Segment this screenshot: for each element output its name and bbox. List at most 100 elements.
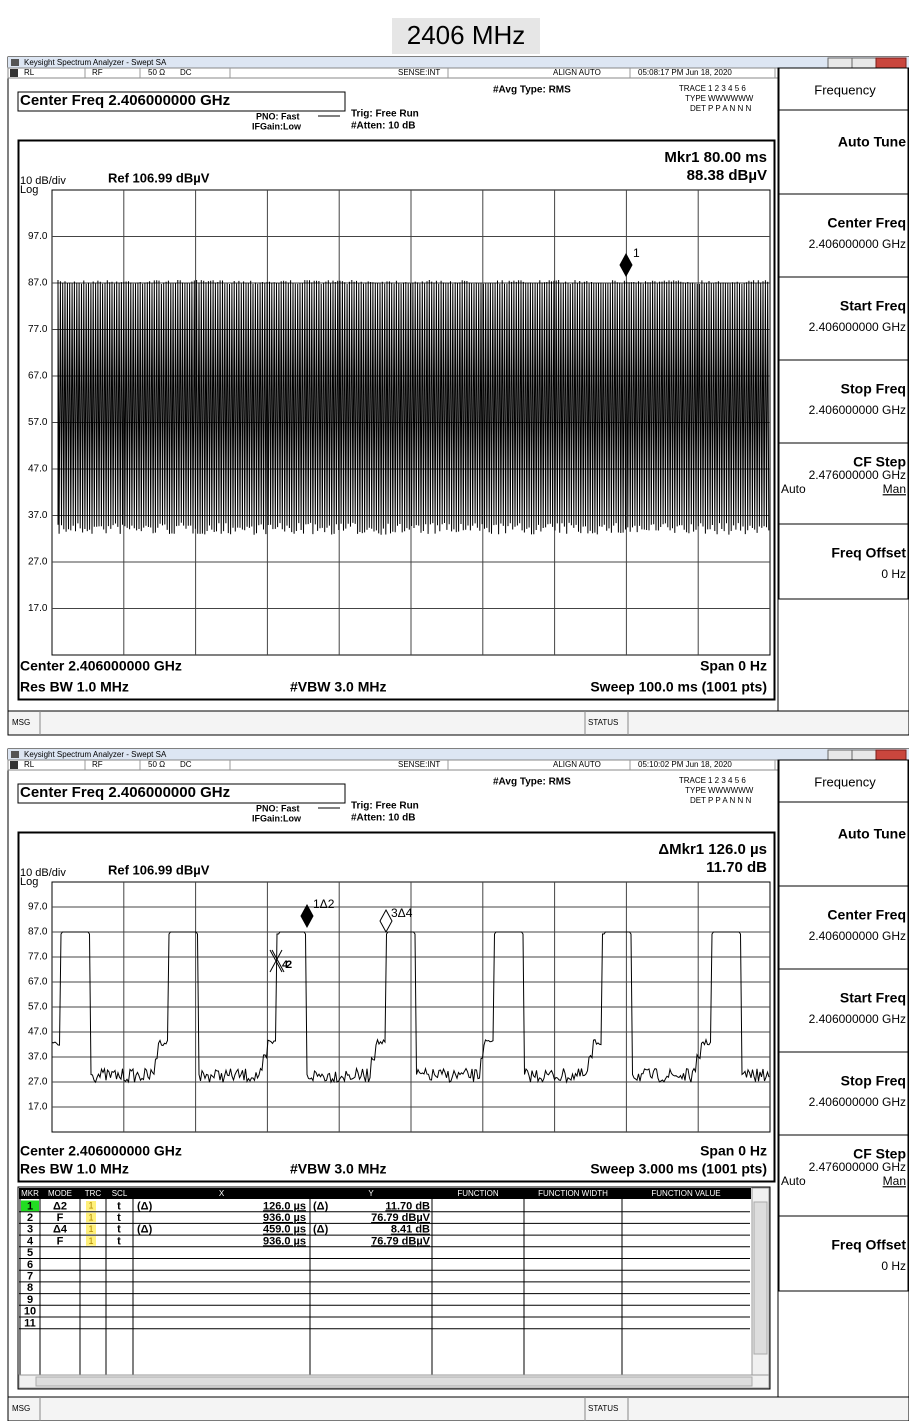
mkr-cell[interactable]: 2 — [27, 1212, 33, 1224]
atten: #Atten: 10 dB — [351, 121, 415, 132]
footer-span: Span 0 Hz — [700, 1143, 767, 1159]
title-bar — [8, 749, 909, 760]
mode-cell: F — [57, 1235, 64, 1247]
softkey[interactable] — [778, 968, 909, 1053]
restore-button[interactable] — [851, 57, 877, 69]
trace-color — [86, 1212, 96, 1223]
softkey-label[interactable]: Start Freq — [840, 990, 906, 1006]
ref-level: Ref 106.99 dBµV — [108, 170, 210, 185]
footer-vbw: #VBW 3.0 MHz — [290, 1161, 386, 1177]
trc-cell: 1 — [88, 1201, 93, 1211]
softkey-label[interactable]: Center Freq — [827, 215, 906, 231]
softkey-label[interactable]: CF Step — [853, 1146, 906, 1162]
marker-readout: Mkr1 80.00 ms — [664, 149, 767, 166]
trc-cell: 1 — [88, 1212, 93, 1222]
softkey-label[interactable]: CF Step — [853, 454, 906, 470]
footer-vbw: #VBW 3.0 MHz — [290, 679, 386, 695]
softkey[interactable] — [778, 442, 909, 525]
softkey[interactable] — [778, 885, 909, 970]
softkey-label[interactable]: Stop Freq — [841, 381, 906, 397]
softkey-value: 0 Hz — [881, 1259, 906, 1273]
table-header-cell: X — [219, 1189, 225, 1198]
softkey[interactable] — [778, 109, 909, 195]
msg-label: MSG — [12, 718, 30, 727]
status-item: RF — [92, 68, 103, 77]
softkey[interactable] — [778, 1215, 909, 1292]
mkr-cell[interactable]: 9 — [27, 1294, 33, 1306]
y-ref-cell: (Δ) — [313, 1200, 329, 1212]
softkey-label[interactable]: Auto Tune — [838, 826, 906, 842]
softkey[interactable] — [778, 801, 909, 887]
marker-diamond — [619, 252, 633, 278]
minimize-button[interactable] — [827, 749, 853, 761]
softkey[interactable] — [778, 759, 909, 803]
marker-label: 3Δ4 — [391, 906, 413, 920]
mkr-cell[interactable]: 1 — [27, 1200, 33, 1212]
mkr-cell[interactable]: 6 — [27, 1259, 33, 1271]
mkr-cell[interactable]: 8 — [27, 1282, 33, 1294]
marker-label: 1 — [633, 246, 640, 260]
softkey-label[interactable]: Frequency — [814, 774, 876, 789]
status-item: RL — [24, 68, 35, 77]
footer-res-bw: Res BW 1.0 MHz — [20, 1161, 129, 1177]
mkr-cell[interactable]: 10 — [24, 1306, 36, 1318]
minimize-button[interactable] — [827, 57, 853, 69]
status-item: 50 Ω — [148, 68, 165, 77]
ifgain: IFGain:Low — [252, 121, 302, 131]
status-item: RL — [24, 760, 35, 769]
trace-color — [86, 1236, 96, 1246]
softkey[interactable] — [778, 523, 909, 600]
y-axis-label: 97.0 — [28, 902, 48, 913]
trig: Trig: Free Run — [351, 109, 419, 120]
mkr-cell[interactable]: 5 — [27, 1247, 33, 1259]
status-item: 05:08:17 PM Jun 18, 2020 — [638, 68, 732, 77]
softkey-label[interactable]: Auto Tune — [838, 134, 906, 150]
center-freq-box[interactable] — [17, 783, 346, 804]
y-axis-label: 27.0 — [28, 1077, 48, 1088]
mkr-cell[interactable]: 7 — [27, 1270, 33, 1282]
marker-label: 4 — [282, 959, 289, 971]
softkey[interactable] — [778, 359, 909, 444]
center-freq: Center Freq 2.406000000 GHz — [20, 784, 230, 801]
softkey-label[interactable]: Freq Offset — [831, 545, 906, 561]
y-axis-label: 47.0 — [28, 1027, 48, 1038]
restore-button[interactable] — [851, 749, 877, 761]
softkey-label[interactable]: Frequency — [814, 82, 876, 97]
softkey-label[interactable]: Freq Offset — [831, 1237, 906, 1253]
y-cell: 11.70 dB — [385, 1200, 430, 1212]
scl-cell: t — [117, 1200, 121, 1212]
marker-label: 2 — [286, 959, 292, 971]
center-freq-box[interactable] — [17, 91, 346, 112]
softkey[interactable] — [778, 276, 909, 361]
mkr-cell[interactable]: 3 — [27, 1224, 33, 1236]
mode-cell: Δ2 — [53, 1200, 67, 1212]
trace-color — [86, 1224, 96, 1235]
softkey[interactable] — [778, 1134, 909, 1217]
table-header — [19, 1188, 751, 1199]
softkey-label[interactable]: Stop Freq — [841, 1073, 906, 1089]
scrollbar-thumb[interactable] — [753, 1201, 768, 1355]
page-title: 2406 MHz — [407, 20, 526, 50]
scrollbar-thumb[interactable] — [35, 1376, 753, 1387]
marker-diamond-open — [379, 908, 393, 934]
close-button[interactable] — [875, 57, 907, 69]
avg-type: #Avg Type: RMS — [493, 85, 571, 96]
table-header-cell: FUNCTION — [457, 1189, 499, 1198]
softkey[interactable] — [778, 1051, 909, 1136]
softkey-label[interactable]: Start Freq — [840, 298, 906, 314]
softkey[interactable] — [778, 67, 909, 111]
softkey-label[interactable]: Center Freq — [827, 907, 906, 923]
mode-cell: Δ4 — [53, 1224, 68, 1236]
trace-row-value: P P A N N N — [708, 104, 752, 113]
plot-frame-inner — [18, 832, 775, 1182]
mkr-cell[interactable]: 4 — [27, 1235, 34, 1247]
softkey-value: 2.406000000 GHz — [809, 403, 906, 417]
softkey-option: Man — [883, 482, 906, 496]
trace-row-label: DET — [690, 796, 706, 805]
softkey[interactable] — [778, 193, 909, 278]
mkr-cell[interactable]: 11 — [24, 1317, 36, 1329]
title-box — [392, 18, 540, 54]
close-button[interactable] — [875, 749, 907, 761]
